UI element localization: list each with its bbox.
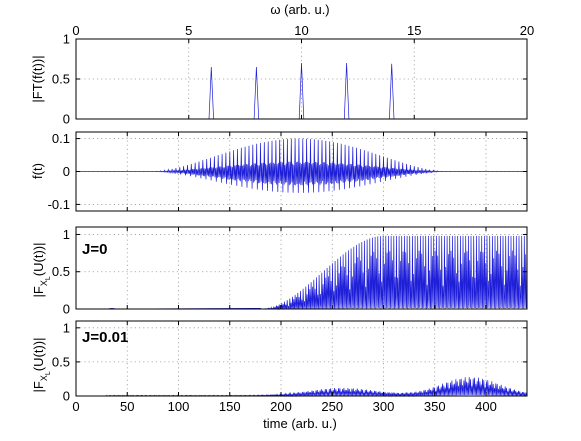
panel-signal: -0.1 0 0.1 xyxy=(48,131,528,212)
y-tick-label: 0.5 xyxy=(52,72,70,87)
response-j0-ylabel: |FXL(U(t))| xyxy=(31,243,52,298)
x-tick-label: 400 xyxy=(475,399,497,414)
x-tick-label: 250 xyxy=(321,399,343,414)
y-tick-label: 0 xyxy=(63,302,70,317)
y-tick-label: 0.1 xyxy=(52,131,70,146)
x-tick-label: 150 xyxy=(219,399,241,414)
y-tick-label: 0 xyxy=(63,164,70,179)
j0-annotation: J=0 xyxy=(82,241,107,258)
svg-text:|FXL(U(t))|: |FXL(U(t))| xyxy=(31,338,52,393)
panel-frame xyxy=(75,226,528,310)
y-tick-label: 1 xyxy=(63,227,70,242)
x-tick-label: 10 xyxy=(294,23,308,38)
time-axis-label: time (arb. u.) xyxy=(263,416,337,431)
y-tick-label: 0.5 xyxy=(52,264,70,279)
y-tick-label: 0 xyxy=(63,389,70,404)
x-tick-label: 15 xyxy=(407,23,421,38)
x-tick-label: 100 xyxy=(168,399,190,414)
x-tick-label: 50 xyxy=(120,399,134,414)
y-tick-label: 0 xyxy=(63,112,70,127)
trace-response-j0 xyxy=(76,235,527,311)
x-tick-label: 20 xyxy=(520,23,534,38)
j001-annotation: J=0.01 xyxy=(82,329,128,346)
trace-signal xyxy=(76,138,527,193)
x-tick-label: 5 xyxy=(185,23,192,38)
response-j001-ylabel: |FXL(U(t))| xyxy=(31,338,52,393)
y-tick-label: 1 xyxy=(63,32,70,47)
y-tick-label: 1 xyxy=(63,320,70,335)
y-tick-label: -0.1 xyxy=(48,197,70,212)
svg-text:|FXL(U(t))|: |FXL(U(t))| xyxy=(31,243,52,298)
panel-response-j001: 0 0.5 1 0 50 100 150 200 250 300 350 400 xyxy=(52,320,528,414)
y-tick-label: 0.5 xyxy=(52,354,70,369)
panel-response-j0: 00.51 xyxy=(52,226,528,317)
omega-axis-label: ω (arb. u.) xyxy=(270,2,329,17)
signal-ylabel: f(t) xyxy=(30,163,45,179)
trace-ft-spectrum xyxy=(76,62,527,120)
ft-ylabel: |FT(f(t))| xyxy=(30,55,45,102)
x-tick-label: 0 xyxy=(72,23,79,38)
trace-response-j001 xyxy=(76,377,528,398)
x-tick-label: 0 xyxy=(72,399,79,414)
panel-ft-spectrum: 00.510 5 10 15 20 xyxy=(52,23,534,127)
x-tick-label: 300 xyxy=(373,399,395,414)
x-tick-label: 350 xyxy=(424,399,446,414)
panel-frame xyxy=(75,320,528,397)
x-tick-label: 200 xyxy=(270,399,292,414)
